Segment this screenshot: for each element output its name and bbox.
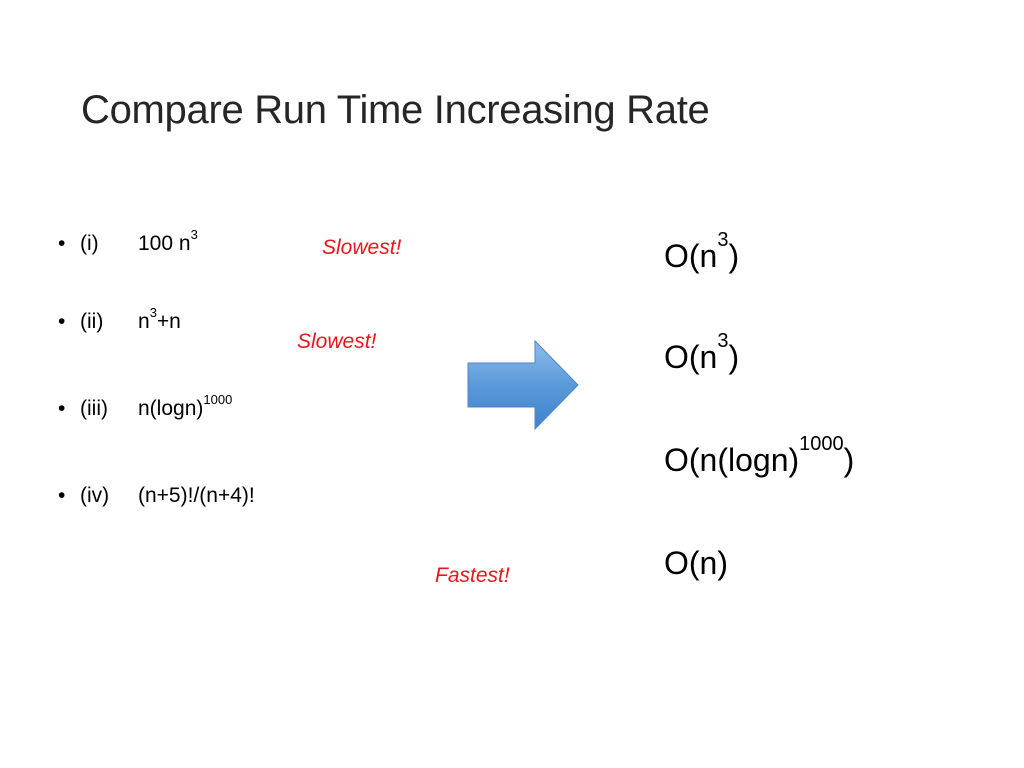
complexity-ii: O(n3) — [664, 330, 740, 376]
item-number: (iv) — [80, 484, 110, 507]
list-item-iii: • (iii) n(logn)1000 — [58, 392, 232, 421]
bullet: • — [58, 310, 66, 333]
item-exponent: 1000 — [203, 392, 233, 407]
item-expression: 100 n — [138, 232, 191, 255]
item-tail: +n — [156, 310, 181, 333]
note-slowest-2: Slowest! — [297, 330, 377, 353]
complexity-base: O(n) — [664, 545, 728, 581]
complexity-tail: ) — [728, 238, 740, 274]
right-arrow-icon — [467, 340, 579, 430]
complexity-base: O(n(logn) — [664, 442, 800, 478]
complexity-exponent: 1000 — [799, 433, 844, 455]
list-item-iv: • (iv) (n+5)!/(n+4)! — [58, 484, 255, 508]
bullet: • — [58, 397, 66, 420]
complexity-iii: O(n(logn)1000) — [664, 433, 855, 479]
complexity-i: O(n3) — [664, 229, 740, 275]
complexity-iv: O(n) — [664, 545, 728, 582]
bullet: • — [58, 232, 66, 255]
item-expression: n(logn) — [138, 397, 204, 420]
slide-title: Compare Run Time Increasing Rate — [81, 88, 710, 132]
list-item-i: • (i) 100 n3 — [58, 227, 198, 256]
complexity-tail: ) — [843, 442, 855, 478]
complexity-base: O(n — [664, 238, 718, 274]
item-number: (i) — [80, 232, 99, 255]
item-expression: (n+5)!/(n+4)! — [138, 484, 255, 507]
item-exponent: 3 — [190, 227, 198, 242]
item-number: (iii) — [80, 397, 108, 420]
complexity-exponent: 3 — [717, 330, 729, 352]
item-expression: n — [138, 310, 150, 333]
complexity-exponent: 3 — [717, 229, 729, 251]
item-number: (ii) — [80, 310, 104, 333]
note-slowest-1: Slowest! — [322, 236, 402, 259]
bullet: • — [58, 484, 66, 507]
complexity-base: O(n — [664, 339, 718, 375]
item-exponent: 3 — [149, 305, 157, 320]
list-item-ii: • (ii) n3+n — [58, 305, 181, 334]
complexity-tail: ) — [728, 339, 740, 375]
note-fastest: Fastest! — [435, 564, 510, 587]
